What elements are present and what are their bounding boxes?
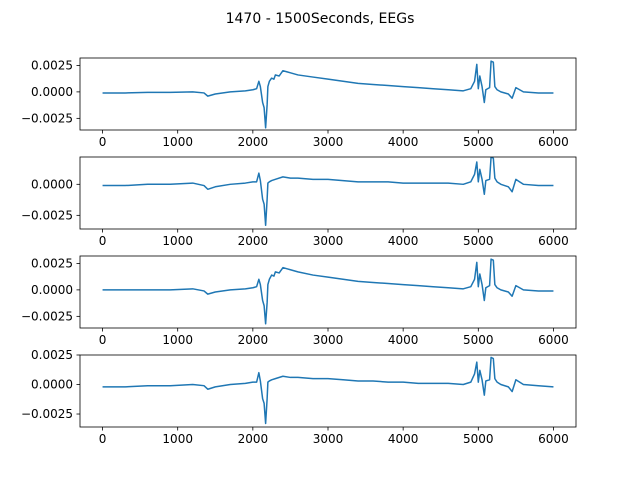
x-tick-label: 0 xyxy=(99,432,107,446)
subplot-3: 0 1000 2000 3000 4000 5000 6000 0.0025 0.0000 −0.… xyxy=(21,255,577,347)
x-tick-label: 3000 xyxy=(313,333,344,347)
figure-title: 1470 - 1500Seconds, EEGs xyxy=(226,11,415,27)
x-tick-label: 6000 xyxy=(538,432,569,446)
y-tick-label: 0.0000 xyxy=(31,177,73,191)
y-tick-label: 0.0025 xyxy=(31,348,73,362)
subplot-1: 0 1000 2000 3000 4000 5000 6000 0.0025 0.0000 −0.… xyxy=(21,57,577,149)
x-tick-label: 0 xyxy=(99,135,107,149)
x-tick-label: 6000 xyxy=(538,234,569,248)
x-tick-label: 2000 xyxy=(238,333,269,347)
x-tick-label: 5000 xyxy=(463,234,494,248)
x-tick-label: 1000 xyxy=(162,234,193,248)
x-tick-label: 5000 xyxy=(463,135,494,149)
y-tick-label: −0.0025 xyxy=(21,407,73,421)
subplot-2: 0 1000 2000 3000 4000 5000 6000 0.0000 −0.0025 xyxy=(21,156,577,248)
eeg-series-line-4 xyxy=(102,356,554,425)
eeg-series-line-2 xyxy=(102,157,554,227)
eeg-series-line-1 xyxy=(102,60,554,129)
x-tick-label: 3000 xyxy=(313,432,344,446)
x-tick-label: 1000 xyxy=(162,135,193,149)
y-tick-label: 0.0000 xyxy=(31,85,73,99)
x-tick-label: 0 xyxy=(99,333,107,347)
y-tick-label: 0.0025 xyxy=(31,256,73,270)
x-tick-label: 2000 xyxy=(238,234,269,248)
x-tick-label: 4000 xyxy=(388,432,419,446)
x-tick-label: 2000 xyxy=(238,135,269,149)
x-tick-label: 5000 xyxy=(463,432,494,446)
x-tick-label: 4000 xyxy=(388,333,419,347)
y-tick-label: 0.0000 xyxy=(31,378,73,392)
subplots: 0 1000 2000 3000 4000 5000 6000 0.0025 0.0000 −0.… xyxy=(21,57,577,446)
y-tick-label: −0.0025 xyxy=(21,111,73,125)
x-tick-label: 0 xyxy=(99,234,107,248)
y-tick-label: 0.0000 xyxy=(31,283,73,297)
y-tick-label: 0.0025 xyxy=(31,58,73,72)
x-tick-label: 6000 xyxy=(538,135,569,149)
y-tick-label: −0.0025 xyxy=(21,309,73,323)
x-tick-label: 6000 xyxy=(538,333,569,347)
x-tick-label: 1000 xyxy=(162,432,193,446)
y-tick-label: −0.0025 xyxy=(21,208,73,222)
x-tick-label: 4000 xyxy=(388,234,419,248)
eeg-series-line-3 xyxy=(102,258,554,325)
x-tick-label: 3000 xyxy=(313,135,344,149)
x-tick-label: 1000 xyxy=(162,333,193,347)
x-tick-label: 3000 xyxy=(313,234,344,248)
x-tick-label: 5000 xyxy=(463,333,494,347)
subplot-4: 0 1000 2000 3000 4000 5000 6000 0.0025 0.0000 −0.… xyxy=(21,348,577,446)
x-tick-label: 4000 xyxy=(388,135,419,149)
x-tick-label: 2000 xyxy=(238,432,269,446)
